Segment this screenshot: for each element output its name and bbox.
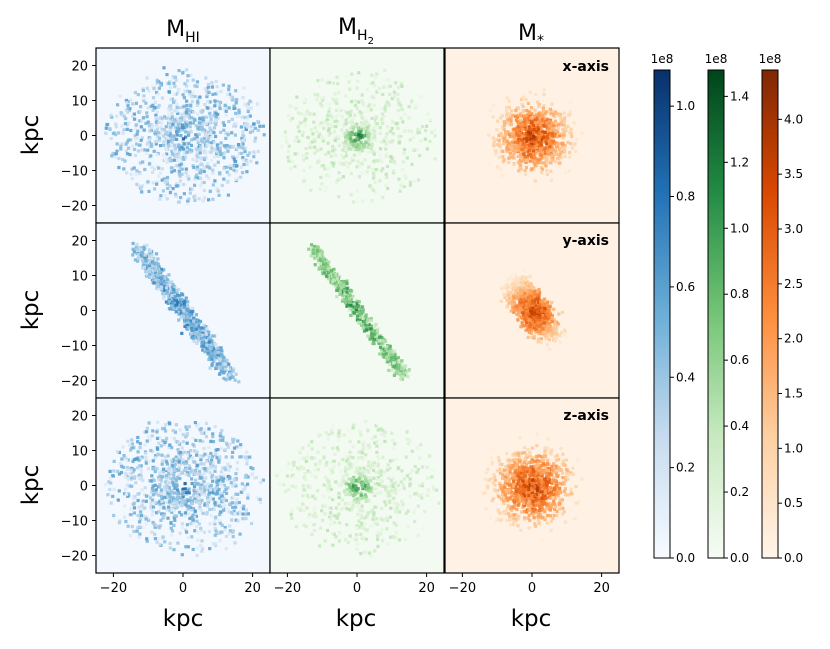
density-cells bbox=[104, 66, 266, 206]
y-tick-label: 0 bbox=[80, 130, 88, 145]
colorbar-tick-label: 1.5 bbox=[784, 387, 803, 401]
y-tick-label: 20 bbox=[71, 410, 88, 425]
x-tick-label: −20 bbox=[274, 581, 301, 596]
colorbar-tick-label: 2.5 bbox=[784, 277, 803, 291]
colorbar-tick-label: 0.6 bbox=[676, 280, 695, 294]
panel-r1-c1: 20 10 0 −10 −20 bbox=[61, 47, 271, 224]
y-tick-label: −20 bbox=[61, 375, 88, 390]
y-tick-label: 20 bbox=[71, 60, 88, 75]
y-tick-label: −20 bbox=[61, 550, 88, 565]
colorbar-tick-label: 1.0 bbox=[730, 221, 749, 235]
colorbar-gradient bbox=[761, 69, 779, 559]
colorbar-tick-label: 0.4 bbox=[676, 370, 695, 384]
y-tick-label: −10 bbox=[61, 340, 88, 355]
colorbar-exponent: 1e8 bbox=[759, 52, 782, 66]
x-tick-label: 20 bbox=[244, 581, 261, 596]
colorbar-tick-label: 2.0 bbox=[784, 332, 803, 346]
x-tick-label: 20 bbox=[593, 581, 610, 596]
y-tick-label: −10 bbox=[61, 165, 88, 180]
density-cells bbox=[487, 88, 584, 187]
column-title-h2: MH2 bbox=[338, 15, 374, 47]
x-tick-label: 20 bbox=[418, 581, 435, 596]
y-axis-label-row1: kpc bbox=[18, 115, 44, 156]
colorbar-1: 1e8 0.0 0.2 0.4 0.6 0.8 1.0 bbox=[651, 52, 695, 565]
row-label-x-axis: x-axis bbox=[563, 59, 609, 75]
colorbar-tick-label: 0.0 bbox=[676, 551, 695, 565]
y-axis-label-row2: kpc bbox=[18, 290, 44, 331]
panel-r2-c1: 20 10 0 −10 −20 bbox=[61, 222, 271, 399]
x-axis-label-col1: kpc bbox=[163, 606, 204, 632]
y-tick-label: 0 bbox=[80, 480, 88, 495]
colorbar-gradient bbox=[707, 69, 725, 559]
density-cells bbox=[481, 432, 591, 542]
y-axis-label-row3: kpc bbox=[18, 465, 44, 506]
density-cells bbox=[131, 241, 241, 384]
column-title-hi: MHI bbox=[166, 17, 200, 46]
colorbar-3: 1e8 0.0 0.5 1.0 1.5 2.0 2.5 3.0 3.5 4.0 bbox=[759, 52, 803, 565]
y-tick-label: 10 bbox=[71, 270, 88, 285]
panel-r1-c3 bbox=[444, 47, 620, 224]
y-tick-label: 10 bbox=[71, 95, 88, 110]
density-cells bbox=[275, 419, 441, 558]
colorbar-tick-label: 3.5 bbox=[784, 167, 803, 181]
colorbar-tick-label: 1.0 bbox=[784, 441, 803, 455]
x-axis-label-col2: kpc bbox=[336, 606, 377, 632]
row-label-y-axis: y-axis bbox=[562, 233, 609, 249]
density-cells bbox=[499, 265, 570, 357]
y-tick-label: 20 bbox=[71, 235, 88, 250]
y-tick-label: 10 bbox=[71, 445, 88, 460]
colorbar-tick-label: 0.8 bbox=[676, 190, 695, 204]
colorbar-tick-label: 0.0 bbox=[730, 551, 749, 565]
panel-r3-c2: −20 0 20 bbox=[269, 397, 445, 596]
density-cells bbox=[307, 243, 411, 381]
y-tick-label: −20 bbox=[61, 200, 88, 215]
colorbar-tick-label: 3.0 bbox=[784, 222, 803, 236]
panel-r3-c3: −20 0 20 bbox=[444, 397, 620, 596]
colorbars: 1e80.00.20.40.60.81.01e80.00.20.40.60.81… bbox=[651, 52, 803, 565]
colorbar-tick-label: 0.5 bbox=[784, 496, 803, 510]
panel-r3-c1: 20 10 0 −10 −20 −20 0 20 bbox=[61, 397, 271, 596]
colorbar-tick-label: 1.2 bbox=[730, 155, 749, 169]
colorbar-tick-label: 0.0 bbox=[784, 551, 803, 565]
panel-r2-c2 bbox=[269, 222, 445, 399]
axis-labels: MHI MH2 M* x-axis y-axis z-axis kpc kpc … bbox=[18, 15, 609, 632]
colorbar-tick-label: 1.0 bbox=[676, 99, 695, 113]
row-label-z-axis: z-axis bbox=[563, 408, 609, 424]
density-cells bbox=[280, 68, 437, 204]
colorbar-tick-label: 0.4 bbox=[730, 419, 749, 433]
colorbar-tick-label: 0.2 bbox=[730, 485, 749, 499]
panel-r1-c2 bbox=[269, 47, 445, 224]
y-tick-label: −10 bbox=[61, 515, 88, 530]
x-tick-label: −20 bbox=[100, 581, 127, 596]
colorbar-gradient bbox=[653, 69, 671, 559]
colorbar-tick-label: 1.4 bbox=[730, 89, 749, 103]
colorbar-tick-label: 4.0 bbox=[784, 112, 803, 126]
colorbar-exponent: 1e8 bbox=[705, 52, 728, 66]
y-tick-label: 0 bbox=[80, 305, 88, 320]
colorbar-tick-label: 0.2 bbox=[676, 461, 695, 475]
colorbar-exponent: 1e8 bbox=[651, 52, 674, 66]
density-cells bbox=[104, 420, 265, 558]
panel-r2-c3 bbox=[444, 222, 620, 399]
column-title-stars: M* bbox=[518, 21, 544, 49]
x-tick-label: 0 bbox=[353, 581, 361, 596]
x-tick-label: 0 bbox=[179, 581, 187, 596]
x-axis-label-col3: kpc bbox=[511, 606, 552, 632]
colorbar-2: 1e8 0.0 0.2 0.4 0.6 0.8 1.0 1.2 1.4 bbox=[705, 52, 749, 565]
x-tick-label: 0 bbox=[528, 581, 536, 596]
x-tick-label: −20 bbox=[449, 581, 476, 596]
colorbar-tick-label: 0.6 bbox=[730, 353, 749, 367]
colorbar-tick-label: 0.8 bbox=[730, 287, 749, 301]
